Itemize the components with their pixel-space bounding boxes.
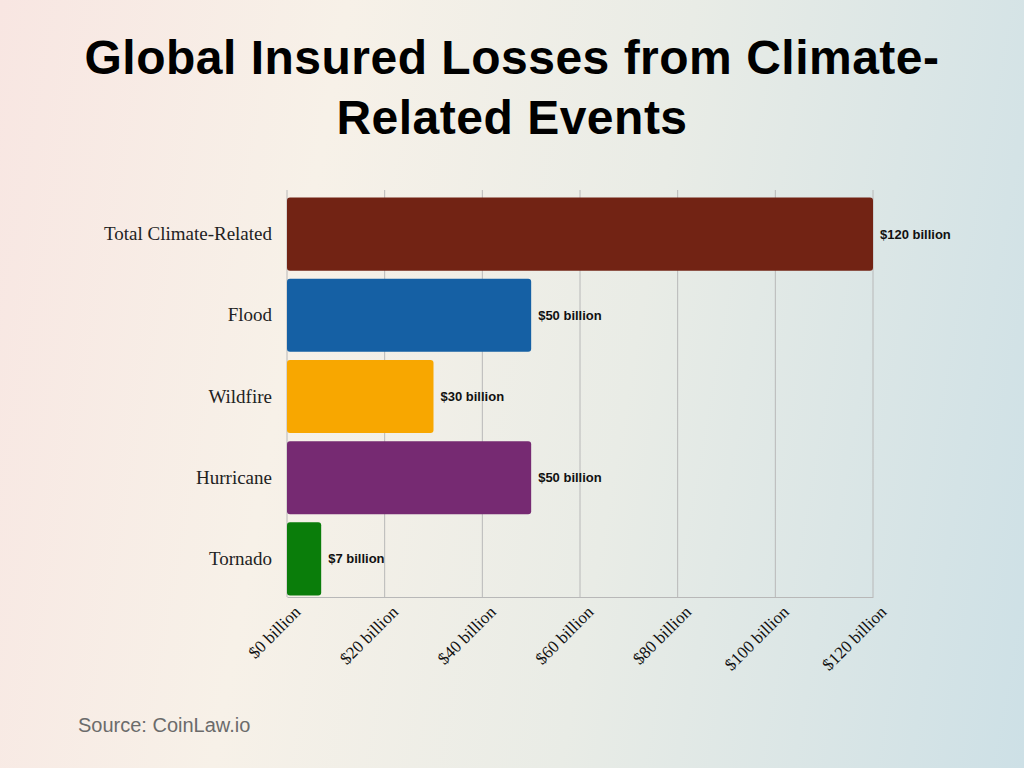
tick: $40 billion — [434, 597, 500, 668]
data-labels: $120 billion $50 billion $30 billion $50 bi… — [328, 227, 951, 567]
tick: Flood — [228, 304, 287, 325]
category-label: Total Climate-Related — [104, 223, 273, 244]
tick-label: $120 billion — [819, 602, 891, 674]
bar — [287, 279, 531, 352]
y-axis: Total Climate-Related Flood Wildfire Hurric… — [104, 223, 287, 569]
data-label: $50 billion — [538, 470, 602, 485]
data-label: $7 billion — [328, 551, 384, 566]
tick: $0 billion — [245, 597, 305, 662]
tick: Tornado — [209, 548, 287, 569]
chart: $0 billion $20 billion $40 billion $60 bill… — [0, 0, 1024, 768]
category-label: Flood — [228, 304, 273, 325]
tick: Total Climate-Related — [104, 223, 287, 244]
bar — [287, 441, 531, 514]
category-label: Hurricane — [196, 467, 272, 488]
tick-label: $80 billion — [629, 602, 695, 668]
data-label: $30 billion — [441, 389, 505, 404]
x-axis: $0 billion $20 billion $40 billion $60 bill… — [245, 597, 891, 674]
tick-label: $20 billion — [336, 602, 402, 668]
tick-label: $100 billion — [721, 602, 793, 674]
category-label: Wildfire — [208, 386, 272, 407]
tick: Wildfire — [208, 386, 287, 407]
bar — [287, 360, 434, 433]
bars — [287, 198, 873, 596]
tick: Hurricane — [196, 467, 287, 488]
source: Source: CoinLaw.io — [78, 714, 250, 736]
data-label: $120 billion — [880, 227, 951, 242]
category-label: Tornado — [209, 548, 272, 569]
bar — [287, 198, 873, 271]
axis-line — [288, 597, 874, 598]
tick-label: $60 billion — [532, 602, 598, 668]
bar — [287, 522, 321, 595]
grid — [287, 190, 873, 597]
tick: $80 billion — [629, 597, 695, 668]
tick: $100 billion — [721, 597, 793, 674]
data-label: $50 billion — [538, 308, 602, 323]
tick-label: $0 billion — [245, 602, 305, 662]
tick: $120 billion — [819, 597, 891, 674]
chart-title: Global Insured Losses from Climate-Relat… — [40, 28, 984, 148]
tick: $60 billion — [532, 597, 598, 668]
tick: $20 billion — [336, 597, 402, 668]
tick-label: $40 billion — [434, 602, 500, 668]
